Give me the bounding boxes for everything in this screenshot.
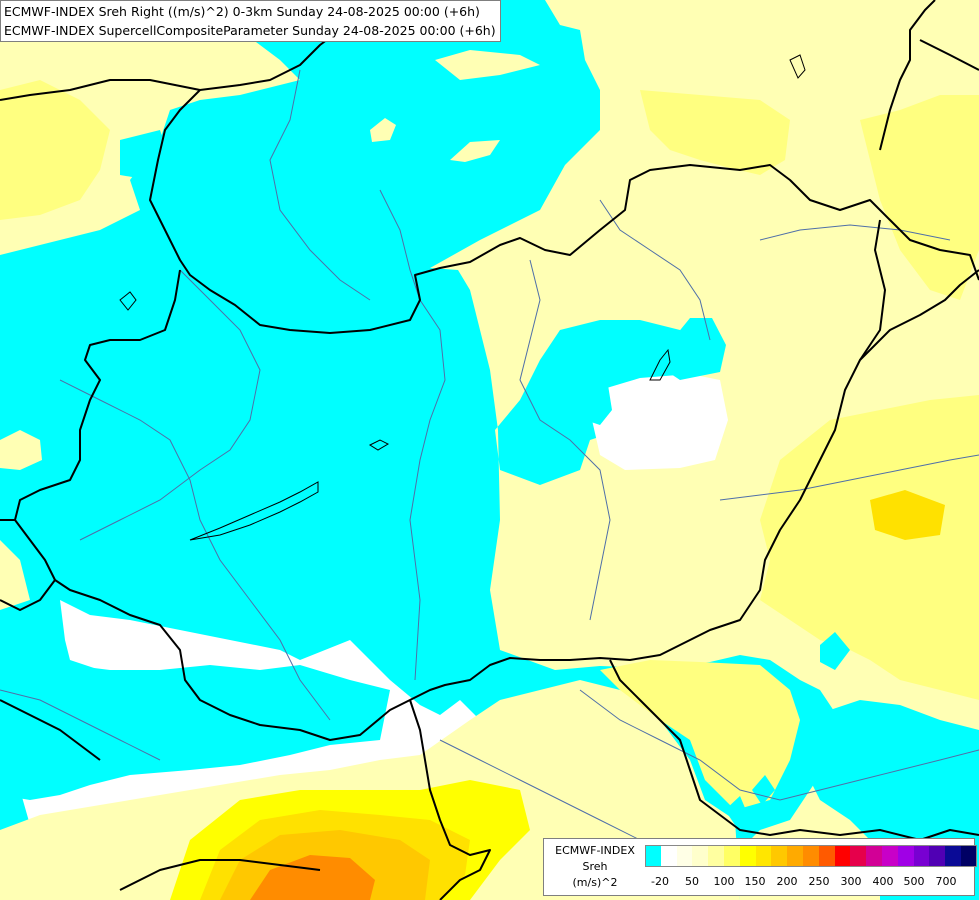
legend-title-model: ECMWF-INDEX xyxy=(555,844,635,857)
legend-swatch xyxy=(645,845,661,867)
legend-title-parameter: Sreh xyxy=(582,860,608,873)
river-lines xyxy=(0,69,979,841)
legend-tick-label: 400 xyxy=(872,875,894,888)
sreh-cyan-region-southwest xyxy=(0,660,390,800)
legend-swatch xyxy=(755,845,772,867)
legend-swatch xyxy=(787,845,803,867)
sreh-cyan-pocket-center xyxy=(585,385,612,425)
legend-swatch xyxy=(676,845,693,867)
legend-swatch xyxy=(929,845,946,867)
legend-swatch xyxy=(739,845,756,867)
sreh-dark-orange-region-south-core xyxy=(250,855,375,900)
legend-swatch xyxy=(866,845,882,867)
sreh-yellow-region-northeast xyxy=(860,95,979,300)
legend-title-unit: (m/s)^2 xyxy=(572,876,618,889)
legend-swatch-bar xyxy=(645,845,977,867)
legend-swatch xyxy=(897,845,914,867)
legend-swatch xyxy=(818,845,835,867)
legend-swatch xyxy=(913,845,930,867)
legend-swatch xyxy=(834,845,851,867)
legend-tick-label: 500 xyxy=(903,875,925,888)
legend-tick-label: 300 xyxy=(840,875,862,888)
sreh-cyan-pocket-southeast2 xyxy=(820,632,850,670)
sreh-cyan-pocket-southeast3 xyxy=(725,796,748,825)
sreh-gold-region-southeast xyxy=(870,490,945,540)
legend-tick-label: 700 xyxy=(935,875,957,888)
color-scale-legend: ECMWF-INDEX Sreh (m/s)^2 -20 50 100 150 200 2… xyxy=(543,838,977,896)
sreh-pale-yellow-region-west xyxy=(0,430,42,470)
legend-swatch xyxy=(723,845,740,867)
legend-tick-label: 50 xyxy=(685,875,699,888)
legend-swatch xyxy=(802,845,819,867)
legend-tick-label: 200 xyxy=(776,875,798,888)
sreh-yellow-region-northwest xyxy=(0,80,110,220)
legend-tick-label: 100 xyxy=(713,875,735,888)
title-line-2: ECMWF-INDEX SupercellCompositeParameter … xyxy=(4,23,496,38)
legend-swatch xyxy=(881,845,898,867)
legend-swatch xyxy=(771,845,788,867)
sreh-white-region-center xyxy=(592,374,728,470)
legend-swatch xyxy=(960,845,977,867)
sreh-pale-yellow-patch-north3 xyxy=(450,140,500,162)
sreh-cyan-pocket-north xyxy=(665,318,726,380)
legend-swatch xyxy=(945,845,961,867)
legend-tick-label: 150 xyxy=(744,875,766,888)
title-line-1: ECMWF-INDEX Sreh Right ((m/s)^2) 0-3km S… xyxy=(4,4,480,19)
legend-swatch xyxy=(660,845,677,867)
legend-swatch xyxy=(850,845,867,867)
sreh-pale-yellow-patch-north2 xyxy=(370,118,396,142)
chart-title-box: ECMWF-INDEX Sreh Right ((m/s)^2) 0-3km S… xyxy=(0,0,501,42)
legend-swatch xyxy=(708,845,724,867)
sreh-yellow-region-north xyxy=(640,90,790,175)
sreh-yellow-region-south xyxy=(600,660,800,810)
sreh-pale-yellow-region-west2 xyxy=(0,540,30,610)
legend-tick-labels: -20 50 100 150 200 250 300 400 500 700 xyxy=(645,875,973,889)
lake-outlines xyxy=(119,54,806,541)
legend-swatch xyxy=(692,845,709,867)
sreh-cyan-pocket-southeast4 xyxy=(752,775,775,805)
legend-tick-label: -20 xyxy=(651,875,669,888)
sreh-pale-yellow-patch-north xyxy=(435,50,540,80)
legend-tick-label: 250 xyxy=(808,875,830,888)
